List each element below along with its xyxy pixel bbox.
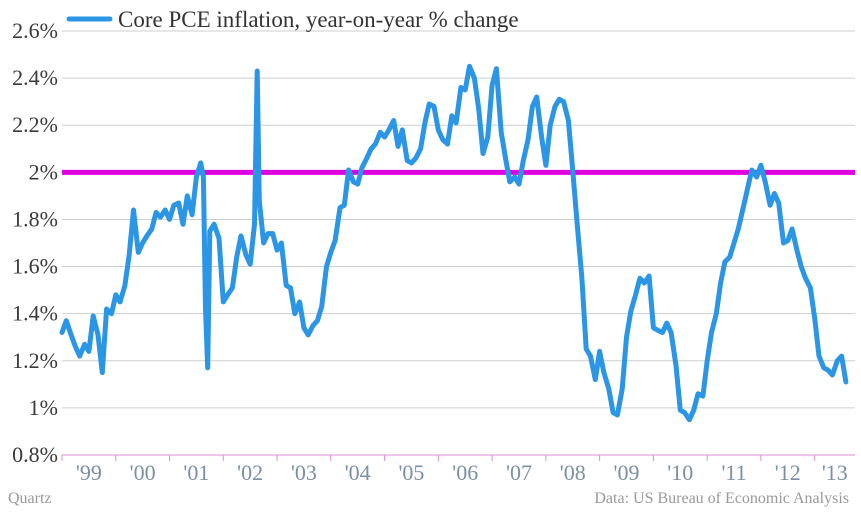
y-axis-labels: 0.8% 1% 1.2% 1.4% 1.6% 1.8% 2% 2.2% 2.4% 2.6%: [12, 18, 58, 467]
source-text: Data: US Bureau of Economic Analysis: [594, 490, 849, 507]
legend: Core PCE inflation, year-on-year % chang…: [66, 7, 519, 32]
x-tick-label: '99: [76, 460, 102, 485]
y-tick-label: 2.2%: [12, 112, 58, 137]
series-group: [59, 63, 849, 423]
x-tick-label: '05: [398, 460, 424, 485]
y-tick-label: 1.6%: [12, 254, 58, 279]
y-tick-label: 1%: [29, 395, 58, 420]
y-tick-label: 2.6%: [12, 18, 58, 43]
y-tick-label: 1.8%: [12, 206, 58, 231]
x-tick-label: '12: [775, 460, 801, 485]
y-tick-label: 0.8%: [12, 442, 58, 467]
x-tick-label: '09: [614, 460, 640, 485]
credit-text: Quartz: [8, 490, 52, 507]
y-tick-label: 1.2%: [12, 348, 58, 373]
legend-label: Core PCE inflation, year-on-year % chang…: [118, 7, 519, 32]
x-tick-label: '01: [183, 460, 209, 485]
x-tick-label: '00: [130, 460, 156, 485]
x-tick-label: '08: [560, 460, 586, 485]
series-line-core-pce: [59, 63, 849, 423]
x-tick-label: '02: [237, 460, 263, 485]
x-tick-label: '04: [345, 460, 371, 485]
x-tick-label: '11: [721, 460, 746, 485]
x-axis-labels: '99 '00 '01 '02 '03 '04 '05 '06 '07 '08 '09 '10 '11 '…: [76, 460, 848, 485]
x-tick-label: '07: [506, 460, 532, 485]
y-tick-label: 2%: [29, 159, 58, 184]
y-tick-label: 1.4%: [12, 301, 58, 326]
x-tick-label: '06: [452, 460, 478, 485]
x-tick-label: '13: [822, 460, 848, 485]
y-tick-label: 2.4%: [12, 65, 58, 90]
x-tick-label: '03: [291, 460, 317, 485]
x-tick-label: '10: [667, 460, 693, 485]
